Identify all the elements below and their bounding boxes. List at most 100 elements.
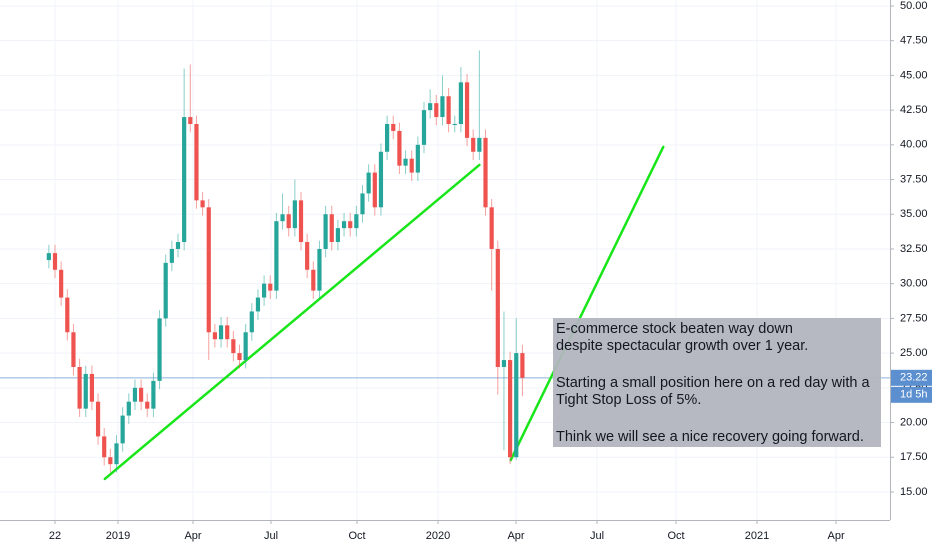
countdown-tag xyxy=(891,386,932,403)
candle-body xyxy=(409,158,414,173)
x-tick-label: Jul xyxy=(264,530,278,542)
x-tick-label: Apr xyxy=(828,530,845,542)
y-tick-label: 15.00 xyxy=(900,486,928,498)
y-tick-label: 45.00 xyxy=(900,69,928,81)
candle-body xyxy=(231,339,236,354)
x-tick-label: Oct xyxy=(667,530,684,542)
candle-body xyxy=(477,137,482,152)
candle-body xyxy=(126,401,131,416)
candle-body xyxy=(464,82,470,138)
candle-body xyxy=(440,96,445,118)
candle-body xyxy=(292,200,297,229)
trend-lines xyxy=(103,145,665,481)
candle-body xyxy=(317,248,322,291)
y-tick-label: 27.50 xyxy=(900,312,928,324)
candle-body xyxy=(194,123,199,201)
y-tick-label: 32.50 xyxy=(900,243,928,255)
candle-body xyxy=(255,297,261,312)
candle-body xyxy=(458,82,464,124)
candle-body xyxy=(262,283,267,298)
annotation-line: E-commerce stock beaten way down xyxy=(556,321,793,337)
countdown-label: 1d 5h xyxy=(900,389,928,401)
candle-body xyxy=(366,172,371,194)
candles xyxy=(46,50,525,473)
candle-body xyxy=(274,221,279,291)
trend-line xyxy=(103,163,481,481)
candle-body xyxy=(95,401,101,437)
y-tick-label: 42.50 xyxy=(900,104,928,116)
candle-body xyxy=(114,443,119,465)
candle-body xyxy=(102,436,107,458)
candle-body xyxy=(268,283,273,291)
candle-body xyxy=(360,193,365,215)
candle-body xyxy=(182,117,187,243)
candle-body xyxy=(403,158,408,166)
candle-body xyxy=(305,242,310,270)
annotation: E-commerce stock beaten way downdespite … xyxy=(553,318,881,447)
x-tick-label: 2020 xyxy=(426,530,450,542)
last-price-tag xyxy=(891,369,932,386)
candle-body xyxy=(428,103,433,111)
candle-body xyxy=(348,221,353,229)
annotation-line: despite spectacular growth over 1 year. xyxy=(556,338,808,354)
candle-body xyxy=(206,207,211,333)
candle-body xyxy=(71,332,76,367)
x-tick-label: 2019 xyxy=(106,530,130,542)
candle-body xyxy=(139,387,144,402)
candle-body xyxy=(169,248,174,263)
candle-body xyxy=(385,123,390,152)
candle-body xyxy=(501,360,507,367)
candle-body xyxy=(471,137,476,152)
candle-body xyxy=(77,366,82,409)
candle-body xyxy=(397,130,402,166)
candle-body xyxy=(286,214,291,229)
candle-body xyxy=(415,144,420,173)
y-tick-label: 40.00 xyxy=(900,139,928,151)
grid xyxy=(0,0,890,520)
y-tick-label: 37.50 xyxy=(900,173,928,185)
candle-body xyxy=(151,380,156,409)
candle-body xyxy=(212,332,218,340)
candle-body xyxy=(89,373,95,402)
candle-body xyxy=(225,325,230,340)
x-tick-label: Apr xyxy=(184,530,201,542)
candle-body xyxy=(335,228,341,243)
candle-body xyxy=(298,200,304,243)
x-tick-label: 22 xyxy=(49,530,61,542)
y-tick-label: 20.00 xyxy=(900,416,928,428)
candle-body xyxy=(514,353,519,458)
annotation-line: Think we will see a nice recovery going … xyxy=(556,429,864,445)
candle-body xyxy=(508,360,513,458)
axes: 15.0017.5020.0022.5025.0027.5030.0032.50… xyxy=(49,0,932,542)
candle-body xyxy=(120,415,125,444)
candle-body xyxy=(243,332,248,361)
trend-line xyxy=(509,145,665,462)
candle-body xyxy=(372,172,377,208)
candle-body xyxy=(280,214,285,222)
candle-body xyxy=(391,123,396,131)
candle-body xyxy=(495,248,500,367)
candle-body xyxy=(489,207,494,249)
candle-body xyxy=(218,325,224,340)
candle-body xyxy=(132,387,138,402)
candle-body xyxy=(188,117,193,124)
candle-body xyxy=(434,103,439,118)
last-price-label: 23.22 xyxy=(900,372,928,384)
candle-body xyxy=(157,318,162,381)
candle-body xyxy=(452,123,457,125)
x-tick-label: Jul xyxy=(590,530,604,542)
annotation-line: Tight Stop Loss of 5%. xyxy=(556,392,701,408)
annotation-box xyxy=(553,318,881,447)
y-tick-label: 25.00 xyxy=(900,347,928,359)
y-tick-label: 47.50 xyxy=(900,35,928,47)
x-tick-label: 2021 xyxy=(745,530,769,542)
candle-body xyxy=(59,269,64,298)
candle-body xyxy=(520,353,525,378)
candle-body xyxy=(329,214,334,243)
candle-body xyxy=(378,151,384,208)
candle-body xyxy=(145,401,150,409)
candle-body xyxy=(65,297,70,333)
candle-body xyxy=(249,311,254,333)
candle-body xyxy=(446,96,451,124)
